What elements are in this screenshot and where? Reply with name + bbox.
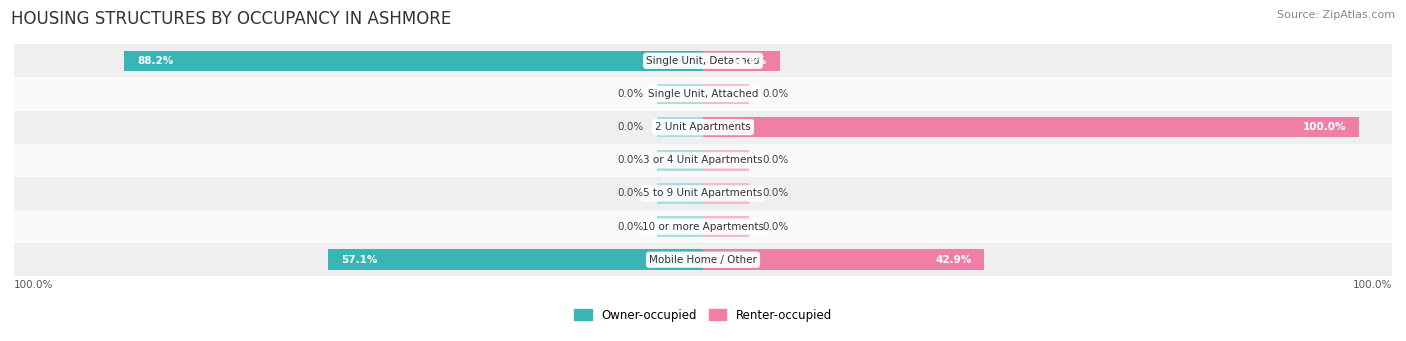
Bar [14, 144, 1392, 177]
Bar [14, 243, 1392, 276]
Text: 3 or 4 Unit Apartments: 3 or 4 Unit Apartments [643, 155, 763, 165]
Text: 0.0%: 0.0% [617, 122, 644, 132]
Bar [703, 117, 1360, 137]
Text: 5 to 9 Unit Apartments: 5 to 9 Unit Apartments [644, 189, 762, 198]
Text: 100.0%: 100.0% [1302, 122, 1346, 132]
Bar [14, 44, 1392, 77]
Bar [657, 84, 703, 104]
Text: 0.0%: 0.0% [617, 189, 644, 198]
Legend: Owner-occupied, Renter-occupied: Owner-occupied, Renter-occupied [569, 304, 837, 326]
Text: Single Unit, Detached: Single Unit, Detached [647, 56, 759, 66]
Bar [703, 250, 984, 270]
Bar [14, 110, 1392, 144]
Text: 0.0%: 0.0% [617, 89, 644, 99]
Text: 100.0%: 100.0% [1353, 280, 1392, 290]
Text: 0.0%: 0.0% [617, 222, 644, 232]
Text: 100.0%: 100.0% [14, 280, 53, 290]
Text: 2 Unit Apartments: 2 Unit Apartments [655, 122, 751, 132]
Bar [657, 150, 703, 170]
Text: 0.0%: 0.0% [762, 155, 789, 165]
Text: 42.9%: 42.9% [935, 255, 972, 265]
Text: 57.1%: 57.1% [342, 255, 378, 265]
Bar [14, 77, 1392, 110]
Text: 0.0%: 0.0% [762, 222, 789, 232]
Bar [657, 117, 703, 137]
Bar [703, 50, 780, 71]
Bar [657, 183, 703, 204]
Text: Single Unit, Attached: Single Unit, Attached [648, 89, 758, 99]
Text: Mobile Home / Other: Mobile Home / Other [650, 255, 756, 265]
Text: 0.0%: 0.0% [762, 189, 789, 198]
Bar [14, 177, 1392, 210]
Text: HOUSING STRUCTURES BY OCCUPANCY IN ASHMORE: HOUSING STRUCTURES BY OCCUPANCY IN ASHMO… [11, 10, 451, 28]
Bar [124, 50, 703, 71]
Text: Source: ZipAtlas.com: Source: ZipAtlas.com [1277, 10, 1395, 20]
Text: 10 or more Apartments: 10 or more Apartments [643, 222, 763, 232]
Text: 11.8%: 11.8% [731, 56, 768, 66]
Bar [703, 183, 749, 204]
Bar [703, 150, 749, 170]
Bar [657, 216, 703, 237]
Text: 88.2%: 88.2% [138, 56, 174, 66]
Text: 0.0%: 0.0% [617, 155, 644, 165]
Text: 0.0%: 0.0% [762, 89, 789, 99]
Bar [703, 216, 749, 237]
Bar [329, 250, 703, 270]
Bar [703, 84, 749, 104]
Bar [14, 210, 1392, 243]
